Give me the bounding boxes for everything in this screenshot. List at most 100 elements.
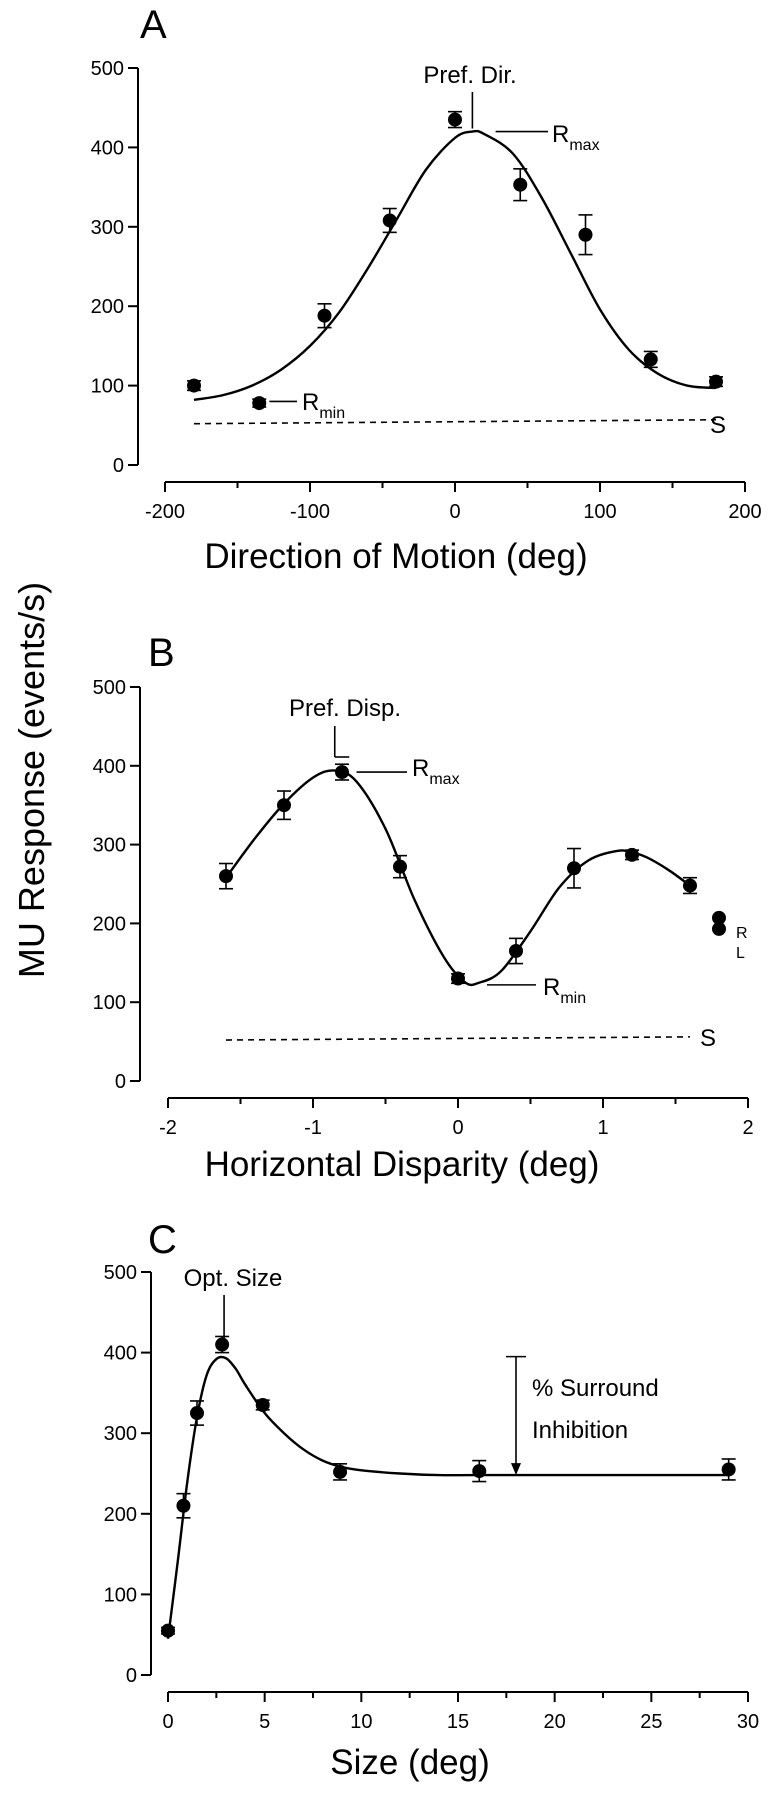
panel-b-monocular-point xyxy=(712,910,726,925)
panel-b-y-tick-label: 0 xyxy=(115,1071,126,1093)
panel-b-monocular-point xyxy=(712,921,726,936)
panel-a-axes: 0 100 200 300 400 500 -200 -100 0 100 200 xyxy=(91,58,762,523)
panel-c-y-tick-label: 300 xyxy=(104,1423,137,1445)
panel-b-y-tick-label: 200 xyxy=(93,913,126,935)
panel-a: A 0 100 200 300 400 500 -200 -100 0 100 200 Direct… xyxy=(91,3,762,576)
panel-b-y-tick-label: 300 xyxy=(93,835,126,857)
panel-a-rmin-label: Rmin xyxy=(302,389,345,422)
panel-c-x-tick-label: 0 xyxy=(162,1711,173,1733)
panel-c-x-tick-label: 20 xyxy=(544,1711,566,1733)
panel-b-l-eye-label: L xyxy=(736,945,745,962)
panel-b-data-point xyxy=(567,861,581,876)
panel-c-data-point xyxy=(161,1623,175,1638)
panel-b-x-tick-label: 0 xyxy=(452,1117,463,1139)
panel-b-data-point xyxy=(335,765,349,780)
panel-a-data-point xyxy=(317,308,332,323)
y-axis-title: MU Response (events/s) xyxy=(11,582,52,978)
panel-b-label: B xyxy=(148,631,175,675)
panel-b-data-point xyxy=(451,971,465,986)
panel-a-y-tick-label: 200 xyxy=(91,296,124,318)
panel-a-x-tick-label: -100 xyxy=(290,501,330,523)
panel-c-x-tick-label: 25 xyxy=(640,1711,662,1733)
panel-c-y-tick-label: 200 xyxy=(104,1504,137,1526)
panel-a-pref-dir-label: Pref. Dir. xyxy=(423,62,516,89)
panel-b-data-point xyxy=(509,943,523,958)
panel-b-x-tick-label: -2 xyxy=(159,1117,177,1139)
panel-c-y-tick-label: 0 xyxy=(126,1665,137,1687)
panel-c-x-tick-label: 5 xyxy=(259,1711,270,1733)
panel-c-inhibition-arrowhead xyxy=(511,1463,521,1476)
panel-b-y-tick-label: 500 xyxy=(93,677,126,699)
panel-c-y-tick-label: 400 xyxy=(104,1343,137,1365)
panel-b-data-point xyxy=(277,798,291,813)
panel-a-label: A xyxy=(140,3,167,47)
panel-b-baseline-label: S xyxy=(700,1025,716,1052)
panel-a-x-tick-label: -200 xyxy=(145,501,185,523)
panel-a-x-tick-label: 0 xyxy=(449,501,460,523)
panel-c-data-point xyxy=(190,1406,204,1421)
panel-c-data-point xyxy=(721,1462,736,1477)
panel-c-y-tick-label: 500 xyxy=(104,1262,137,1284)
panel-c-y-tick-label: 100 xyxy=(104,1584,137,1606)
panel-c-data-point xyxy=(215,1337,230,1352)
panel-a-baseline xyxy=(193,418,717,425)
panel-b-pref-disp-label: Pref. Disp. xyxy=(289,695,401,722)
panel-b-data-point xyxy=(625,847,639,862)
panel-c-annotations: Opt. Size % Surround Inhibition xyxy=(184,1265,659,1476)
panel-a-data-point xyxy=(252,396,267,411)
panel-b-y-tick-label: 100 xyxy=(93,992,126,1014)
panel-c-label: C xyxy=(148,1218,177,1262)
panel-c-surround-label-line2: Inhibition xyxy=(532,1417,628,1444)
panel-a-annotations: Pref. Dir. Rmax Rmin S xyxy=(269,62,726,439)
panel-c-x-tick-label: 15 xyxy=(447,1711,469,1733)
panel-a-baseline-label: S xyxy=(710,412,726,439)
panel-b-data-point xyxy=(219,869,233,884)
panel-b-rmax-label: Rmax xyxy=(412,755,460,788)
panel-a-data-point xyxy=(643,352,658,367)
panel-a-data-point xyxy=(709,374,723,389)
panel-a-data-point xyxy=(187,378,201,393)
panel-b-x-tick-label: 2 xyxy=(742,1117,753,1139)
panel-b-x-tick-label: 1 xyxy=(597,1117,608,1139)
panel-c-data-point xyxy=(472,1464,487,1479)
panel-a-y-tick-label: 300 xyxy=(91,217,124,239)
panel-a-data-point xyxy=(448,112,462,127)
panel-b-annotations: Pref. Disp. Rmax Rmin S R L xyxy=(289,695,748,1052)
panel-c-opt-size-label: Opt. Size xyxy=(184,1265,283,1292)
panel-a-y-tick-label: 0 xyxy=(113,455,124,477)
panel-b: B 0 100 200 300 400 500 -2 -1 0 1 2 Horizontal Dis… xyxy=(93,631,754,1184)
panel-a-rmax-label: Rmax xyxy=(552,121,600,154)
panel-a-data-point xyxy=(513,177,528,192)
panel-c-data-point xyxy=(176,1498,191,1513)
panel-b-x-tick-label: -1 xyxy=(304,1117,322,1139)
panel-a-fit-curve xyxy=(193,129,717,402)
panel-c-data-point xyxy=(255,1397,270,1412)
panel-b-y-tick-label: 400 xyxy=(93,756,126,778)
panel-c-x-tick-label: 10 xyxy=(350,1711,372,1733)
panel-c-marks xyxy=(161,1335,736,1639)
panel-a-x-tick-label: 100 xyxy=(583,501,616,523)
panel-c: C 0 100 200 300 400 500 0 5 10 15 20 25 30 Size (deg… xyxy=(104,1218,760,1782)
panel-b-data-point xyxy=(683,878,697,893)
panel-b-axes: 0 100 200 300 400 500 -2 -1 0 1 2 xyxy=(93,677,754,1139)
panel-a-y-tick-label: 400 xyxy=(91,137,124,159)
panel-c-surround-label-line1: % Surround xyxy=(532,1375,659,1402)
panel-b-rmin-label: Rmin xyxy=(543,974,586,1007)
panel-b-baseline xyxy=(225,1036,691,1041)
panel-b-x-axis-title: Horizontal Disparity (deg) xyxy=(205,1145,600,1184)
panel-a-marks xyxy=(187,110,723,425)
panel-b-fit-curve xyxy=(225,769,691,987)
panel-c-x-tick-label: 30 xyxy=(737,1711,759,1733)
panel-a-x-tick-label: 200 xyxy=(728,501,761,523)
panel-a-data-point xyxy=(382,213,397,228)
panel-c-axes: 0 100 200 300 400 500 0 5 10 15 20 25 30 xyxy=(104,1262,760,1733)
panel-b-marks xyxy=(219,763,726,1041)
panel-a-y-tick-label: 100 xyxy=(91,376,124,398)
panel-a-y-tick-label: 500 xyxy=(91,58,124,80)
panel-a-data-point xyxy=(578,227,593,242)
panel-a-x-axis-title: Direction of Motion (deg) xyxy=(204,537,587,576)
panel-c-data-point xyxy=(333,1464,348,1479)
panel-c-x-axis-title: Size (deg) xyxy=(330,1743,490,1782)
panel-b-r-eye-label: R xyxy=(736,925,748,942)
